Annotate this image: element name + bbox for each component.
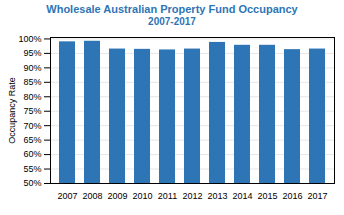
html-text:Wholesale Australian Property: Wholesale Australian Property Fund Occup… (46, 3, 298, 15)
svg-text:50%: 50% (23, 178, 41, 188)
svg-text:2007: 2007 (57, 191, 77, 201)
svg-text:2014: 2014 (232, 191, 252, 201)
svg-text:Occupancy Rate: Occupancy Rate (7, 77, 17, 144)
svg-text:65%: 65% (23, 135, 41, 145)
svg-text:100%: 100% (18, 34, 41, 44)
html-text:2007-2017: 2007-2017 (148, 16, 196, 27)
svg-text:75%: 75% (23, 106, 41, 116)
svg-text:55%: 55% (23, 164, 41, 174)
svg-text:85%: 85% (23, 77, 41, 87)
svg-text:2016: 2016 (282, 191, 302, 201)
svg-text:80%: 80% (23, 92, 41, 102)
svg-text:95%: 95% (23, 48, 41, 58)
svg-text:90%: 90% (23, 63, 41, 73)
svg-text:60%: 60% (23, 149, 41, 159)
svg-text:2008: 2008 (82, 191, 102, 201)
svg-text:2011: 2011 (158, 191, 177, 201)
svg-text:2013: 2013 (207, 191, 227, 201)
svg-text:2012: 2012 (182, 191, 202, 201)
svg-text:70%: 70% (23, 121, 41, 131)
svg-text:2017: 2017 (307, 191, 327, 201)
svg-text:2015: 2015 (257, 191, 277, 201)
svg-text:2010: 2010 (132, 191, 152, 201)
svg-text:2009: 2009 (107, 191, 127, 201)
